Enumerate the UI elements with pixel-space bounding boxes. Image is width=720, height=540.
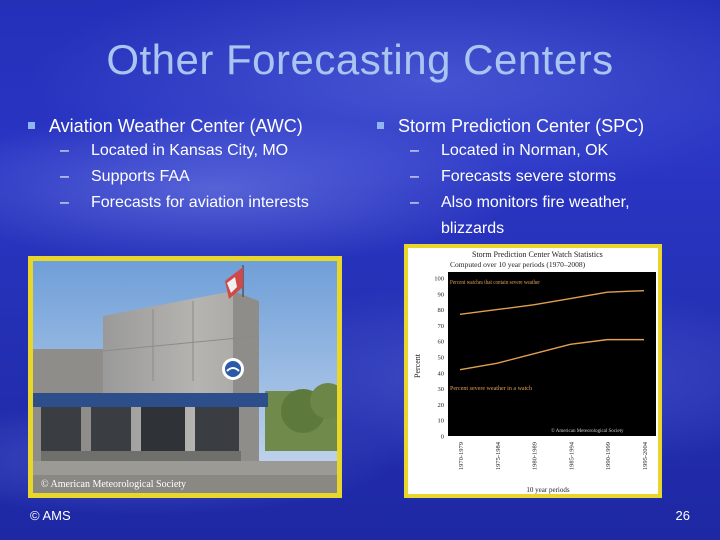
y-axis-label: Percent xyxy=(413,353,422,378)
list-item: – Forecasts severe storms xyxy=(410,164,630,190)
slide-number: 26 xyxy=(675,508,690,523)
awc-building-illustration: © American Meteorological Society xyxy=(33,261,346,493)
list-item: – Located in Norman, OK xyxy=(410,138,630,164)
square-bullet-icon xyxy=(28,121,35,129)
chart-title: Storm Prediction Center Watch Statistics xyxy=(472,250,603,259)
y-tick-label: 10 xyxy=(438,418,445,425)
x-tick-label: 1985-1994 xyxy=(568,441,575,470)
left-heading-text: Aviation Weather Center (AWC) xyxy=(49,116,303,136)
y-tick-label: 90 xyxy=(438,291,445,298)
series-label-severe: Percent severe weather in a watch xyxy=(450,385,533,392)
y-tick-label: 60 xyxy=(438,339,445,346)
y-tick-label: 100 xyxy=(434,276,444,283)
dash-bullet-icon: – xyxy=(60,142,69,159)
y-tick-label: 20 xyxy=(438,402,445,409)
list-item-continuation: blizzards xyxy=(441,220,505,237)
right-heading-text: Storm Prediction Center (SPC) xyxy=(398,116,645,136)
photo-watermark: © American Meteorological Society xyxy=(41,479,186,490)
series-line-watches xyxy=(459,289,645,316)
square-bullet-icon xyxy=(377,121,384,129)
spc-watch-statistics-chart: Storm Prediction Center Watch Statistics… xyxy=(408,248,658,494)
y-tick-label: 50 xyxy=(438,355,445,362)
y-tick-label: 30 xyxy=(438,386,445,393)
left-bullet-list: – Located in Kansas City, MO – Supports FA… xyxy=(60,138,309,216)
y-tick-label: 0 xyxy=(441,434,444,441)
spc-chart-frame: Storm Prediction Center Watch Statistics… xyxy=(404,244,662,498)
chart-subtitle: Computed over 10 year periods (1970–2008… xyxy=(450,260,586,269)
x-tick-label: 1975-1984 xyxy=(495,441,502,470)
x-tick-label: 1990-1999 xyxy=(605,442,612,470)
x-tick-label: 1995-2004 xyxy=(642,441,649,470)
plot-area xyxy=(448,272,656,436)
dash-bullet-icon: – xyxy=(60,168,69,185)
list-item: – Supports FAA xyxy=(60,164,309,190)
dash-bullet-icon: – xyxy=(410,168,419,185)
dash-bullet-icon: – xyxy=(60,194,69,211)
chart-annotation: © American Meteorological Society xyxy=(551,428,624,434)
list-item: – Located in Kansas City, MO xyxy=(60,138,309,164)
y-tick-label: 80 xyxy=(438,307,445,314)
right-bullet-list: – Located in Norman, OK – Forecasts severe… xyxy=(410,138,630,242)
series-line-severe xyxy=(459,338,644,371)
series-label-watches: Percent watches that contain severe weat… xyxy=(450,279,541,286)
y-tick-label: 70 xyxy=(438,323,445,330)
copyright-footer: © AMS xyxy=(30,508,71,523)
x-tick-label: 1980-1989 xyxy=(532,442,539,470)
y-tick-label: 40 xyxy=(438,370,445,377)
left-column-heading: Aviation Weather Center (AWC) xyxy=(28,116,303,137)
x-axis-label: 10 year periods xyxy=(526,486,569,494)
dash-bullet-icon: – xyxy=(410,142,419,159)
right-column-heading: Storm Prediction Center (SPC) xyxy=(377,116,644,137)
list-item: – Forecasts for aviation interests xyxy=(60,190,309,216)
awc-building-photo: © American Meteorological Society xyxy=(28,256,346,498)
dash-bullet-icon: – xyxy=(410,194,419,211)
list-item: – Also monitors fire weather, xyxy=(410,190,630,216)
slide-title: Other Forecasting Centers xyxy=(106,36,614,83)
x-tick-label: 1970-1979 xyxy=(458,442,465,470)
